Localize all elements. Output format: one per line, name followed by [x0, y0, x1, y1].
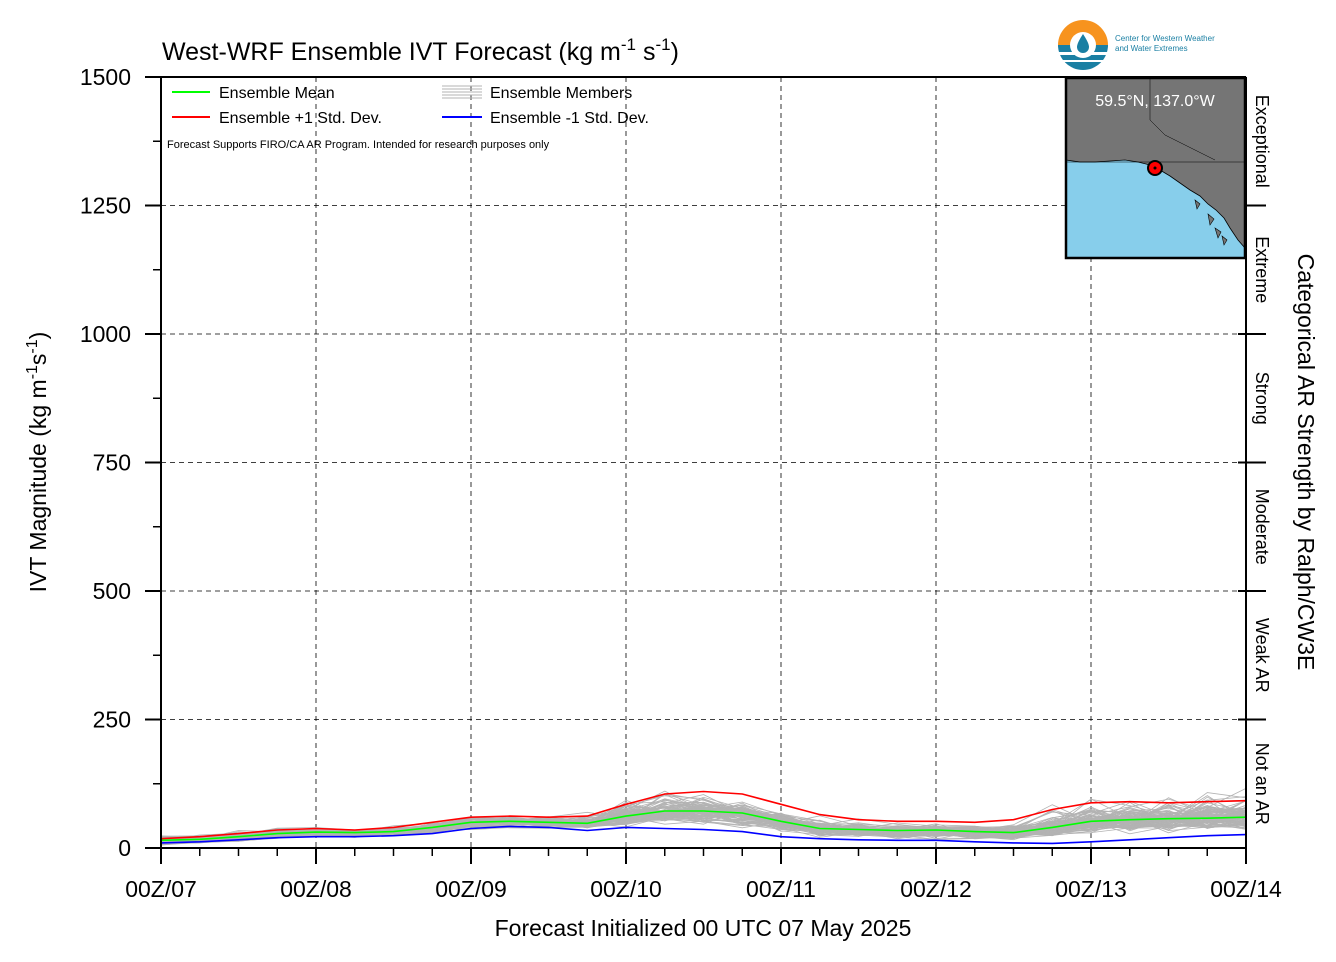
- title-close: ): [671, 38, 679, 66]
- y-tick-label: 0: [118, 835, 131, 861]
- logo-text-1: Center for Western Weather: [1115, 34, 1215, 43]
- category-label: Weak AR: [1252, 618, 1272, 693]
- y-tick-label: 250: [93, 707, 131, 733]
- map-islands: [1194, 199, 1228, 246]
- ylabel-main: IVT Magnitude (kg m: [25, 379, 51, 592]
- y-tick-label: 750: [93, 450, 131, 476]
- series-line-ensemble-1-std-dev-: [160, 825, 1247, 845]
- right-axis-label: Categorical AR Strength by Ralph/CW3E: [1293, 254, 1319, 671]
- legend-label-mean: Ensemble Mean: [219, 85, 335, 102]
- x-tick-label: 00Z/14: [1210, 876, 1282, 902]
- legend-label-members: Ensemble Members: [490, 85, 632, 102]
- legend: Ensemble Mean Ensemble +1 Std. Dev. Ense…: [167, 85, 649, 151]
- member-line: [160, 794, 1247, 839]
- y-tick-label: 500: [93, 578, 131, 604]
- x-tick-label: 00Z/12: [900, 876, 972, 902]
- series-line-ensemble-1-std-dev-: [160, 790, 1247, 840]
- y-tick-label: 1250: [80, 193, 131, 219]
- cw3e-logo: Center for Western Weather and Water Ext…: [1058, 20, 1215, 72]
- ylabel-sup-2: -1: [24, 339, 41, 353]
- x-tick-label: 00Z/08: [280, 876, 352, 902]
- ylabel-s: s: [25, 354, 51, 366]
- x-ticks: 00Z/07 00Z/08 00Z/09 00Z/10 00Z/11 00Z/12 00Z/…: [125, 848, 1282, 902]
- y-ticks: 0 250 500 750 1000 1250 1500: [80, 64, 161, 861]
- ylabel-close: ): [25, 332, 51, 340]
- y-tick-label: 1000: [80, 321, 131, 347]
- category-label: Moderate: [1252, 489, 1272, 565]
- x-tick-label: 00Z/11: [746, 876, 816, 902]
- member-line: [160, 792, 1247, 838]
- y-axis-label: IVT Magnitude (kg m-1s-1): [24, 332, 51, 593]
- title-sup-1: -1: [621, 35, 636, 54]
- map-frame: [1064, 76, 1247, 260]
- title-s: s: [636, 38, 655, 66]
- x-axis-label: Forecast Initialized 00 UTC 07 May 2025: [495, 915, 912, 941]
- chart-title: West-WRF Ensemble IVT Forecast (kg m-1 s…: [162, 35, 679, 66]
- right-category-axis: Not an AR Weak AR Moderate Strong Extreme Exc…: [1238, 95, 1272, 825]
- logo-drop-icon: [1077, 34, 1089, 53]
- series-line-ensemble-mean: [160, 810, 1247, 842]
- x-tick-label: 00Z/10: [590, 876, 662, 902]
- grid-lines: [161, 77, 1246, 848]
- x-tick-label: 00Z/13: [1055, 876, 1127, 902]
- category-label: Not an AR: [1252, 743, 1272, 825]
- title-main: West-WRF Ensemble IVT Forecast (kg m: [162, 38, 621, 66]
- legend-label-plus: Ensemble +1 Std. Dev.: [219, 110, 382, 127]
- category-label: Exceptional: [1252, 95, 1272, 188]
- inset-map: 59.5°N, 137.0°W: [1064, 76, 1247, 260]
- ylabel-sup-1: -1: [24, 365, 41, 379]
- x-tick-label: 00Z/07: [125, 876, 197, 902]
- title-sup-2: -1: [655, 35, 670, 54]
- legend-label-minus: Ensemble -1 Std. Dev.: [490, 110, 649, 127]
- category-label: Strong: [1252, 372, 1272, 425]
- logo-text-2: and Water Extremes: [1115, 44, 1188, 53]
- disclaimer-note: Forecast Supports FIRO/CA AR Program. In…: [167, 139, 550, 151]
- legend-swatch-members: [442, 85, 482, 99]
- series-lines: [160, 790, 1247, 845]
- map-location-label: 59.5°N, 137.0°W: [1095, 93, 1215, 110]
- y-tick-label: 1500: [80, 64, 131, 90]
- x-tick-label: 00Z/09: [435, 876, 507, 902]
- category-label: Extreme: [1252, 236, 1272, 303]
